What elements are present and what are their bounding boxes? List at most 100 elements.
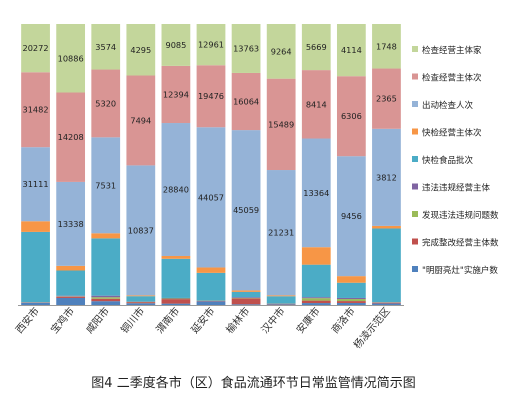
legend-swatch: [412, 73, 418, 80]
legend-swatch: [412, 101, 418, 107]
bar-segment: [91, 69, 121, 138]
data-label: 5669: [306, 42, 327, 52]
bar-segment: [336, 282, 366, 298]
bar-segment: [161, 255, 191, 259]
bar-segment: [372, 24, 401, 69]
bar-segment: [372, 128, 401, 226]
data-label: 5320: [95, 98, 116, 108]
data-label: 14208: [58, 132, 84, 142]
bar-segment: [372, 68, 401, 129]
bar-segment: [266, 78, 296, 171]
data-label: 9456: [341, 211, 362, 221]
bar-segment: [21, 302, 50, 305]
bar-segment: [91, 298, 121, 302]
bar-segment: [56, 297, 86, 305]
bar-segment: [56, 265, 86, 271]
category-label: 咸阳市: [83, 305, 112, 336]
bar-segment: [126, 295, 156, 297]
category-label: 安康市: [293, 305, 322, 336]
bar-segment: [372, 225, 401, 229]
bar-segment: [21, 147, 50, 222]
bar-segment: [21, 24, 50, 73]
legend-swatch: [412, 183, 418, 190]
category-label: 延安市: [188, 305, 217, 336]
bar-segment: [266, 24, 296, 79]
bar-segment: [336, 297, 366, 300]
data-label: 13763: [233, 43, 259, 53]
legend-label: 违法违规经营主体: [422, 183, 491, 194]
bar-segment: [372, 302, 401, 304]
bar-segment: [126, 75, 156, 166]
category-label: 汉中市: [258, 305, 287, 336]
bar-segment: [231, 291, 261, 298]
bar-segment: [161, 258, 191, 298]
bar-segment: [336, 299, 366, 302]
bar-segment: [196, 267, 226, 273]
bar-segment: [372, 228, 401, 303]
data-label: 44057: [198, 192, 224, 202]
bar-segment: [301, 138, 331, 248]
data-label: 12394: [163, 89, 189, 99]
bar-segment: [301, 297, 331, 299]
legend-label: 发现违法违规问题数: [422, 210, 499, 221]
data-label: 7531: [95, 180, 116, 190]
bar-segment: [126, 296, 156, 302]
legend-label: 快检食品批次: [422, 155, 474, 166]
data-label: 12961: [198, 40, 224, 50]
bar-segment: [21, 231, 50, 303]
data-label: 21231: [268, 228, 294, 238]
data-label: 10886: [58, 53, 84, 63]
bar-segment: [91, 238, 121, 296]
data-label: 10837: [128, 225, 154, 235]
category-label: 渭南市: [153, 305, 182, 336]
bar-segment: [21, 72, 50, 148]
bar-segment: [372, 303, 401, 305]
bar-segment: [56, 92, 86, 182]
bar-segment: [56, 24, 86, 93]
bar-segment: [196, 65, 226, 128]
data-label: 45059: [233, 205, 259, 215]
bar-segment: [336, 301, 366, 303]
bar-segment: [196, 301, 226, 305]
bar-segment: [336, 156, 366, 277]
data-label: 3574: [95, 42, 116, 52]
legend-label: 检查经营主体家: [422, 45, 482, 56]
bar-segment: [161, 299, 191, 304]
data-label: 9085: [165, 40, 186, 50]
legend-label: 检查经营主体次: [422, 73, 482, 84]
bar-segment: [91, 137, 121, 234]
category-label: 铜川市: [118, 305, 147, 336]
data-label: 28840: [163, 185, 189, 195]
bar-segment: [336, 276, 366, 283]
bar-segment: [56, 296, 86, 298]
bar-segment: [231, 304, 261, 305]
legend-label: 出动检查人次: [422, 100, 474, 111]
legend-swatch: [412, 238, 418, 245]
data-label: 13338: [58, 219, 84, 229]
bar-segment: [196, 127, 226, 268]
data-label: 3812: [376, 172, 397, 182]
bar-segment: [301, 303, 331, 305]
data-label: 13364: [303, 188, 329, 198]
bar-segment: [126, 303, 156, 305]
category-label: 宝鸡市: [48, 305, 77, 336]
bar-segment: [336, 302, 366, 305]
bar-segment: [301, 24, 331, 71]
bar-segment: [196, 24, 226, 66]
data-label: 7494: [130, 115, 151, 125]
bar-segment: [91, 233, 121, 239]
legend-swatch: [412, 266, 418, 272]
bar-segment: [231, 72, 261, 131]
data-label: 8414: [306, 99, 327, 109]
bar-segment: [266, 170, 296, 296]
bar-segment: [161, 123, 191, 256]
bar-segment: [21, 221, 50, 232]
bar-segment: [231, 130, 261, 291]
bar-segment: [196, 272, 226, 301]
data-label: 6306: [341, 111, 362, 121]
bar-segment: [56, 295, 86, 297]
bar-segment: [301, 247, 331, 265]
bar-segment: [301, 298, 331, 301]
bar-segment: [266, 296, 296, 304]
